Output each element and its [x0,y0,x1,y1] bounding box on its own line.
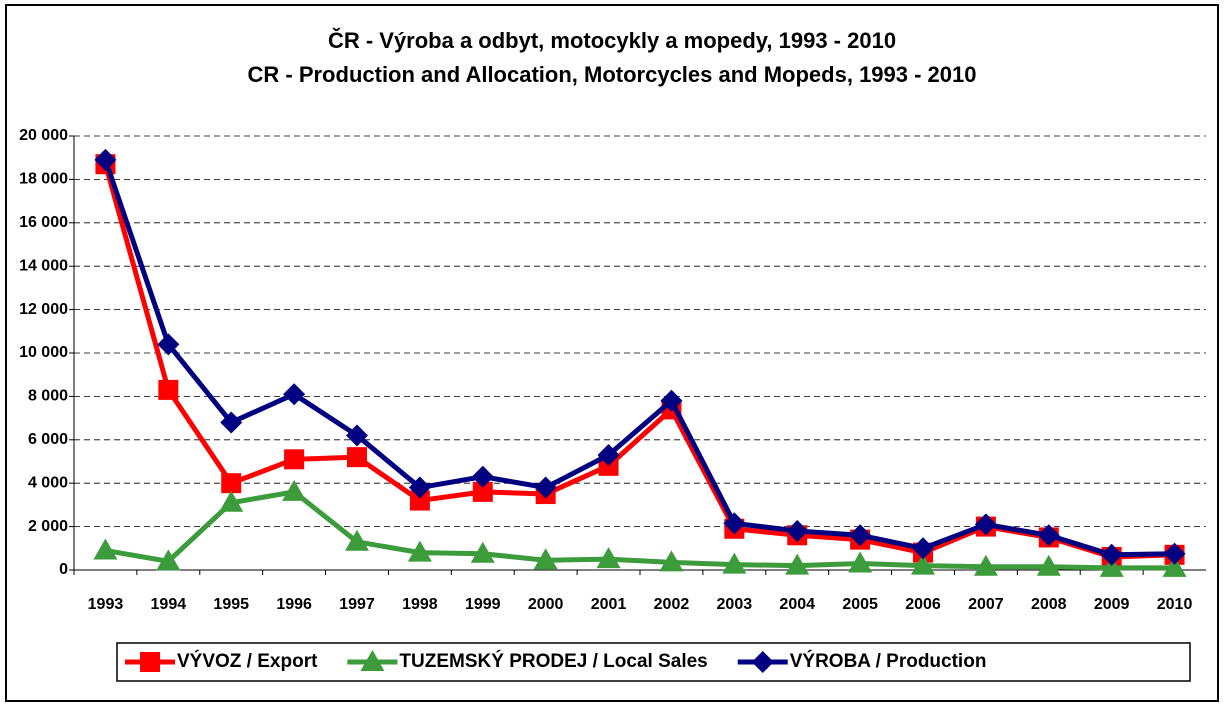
data-point [973,554,998,576]
data-point [786,519,809,542]
series-line [103,159,1175,558]
x-tick-label: 2006 [905,596,941,613]
data-point [94,148,117,171]
x-tick-label: 2003 [717,596,753,613]
data-point [534,476,557,499]
data-point [407,540,432,562]
x-tick-label: 1999 [465,596,501,613]
x-tick-label: 1996 [276,596,312,613]
data-point [597,443,620,466]
legend-label: TUZEMSKÝ PRODEJ / Local Sales [399,650,707,672]
chart-title: ČR - Výroba a odbyt, motocykly a mopedy,… [328,28,896,53]
data-point [1100,543,1123,566]
data-point [221,473,242,494]
y-tick-label: 6 000 [28,431,68,448]
y-tick-label: 2 000 [28,518,68,535]
x-tick-label: 2005 [842,596,878,613]
data-point [1163,542,1186,565]
data-point [722,552,747,574]
legend-label: VÝROBA / Production [790,650,987,672]
data-point [408,476,431,499]
data-point [283,383,306,406]
y-tick-label: 10 000 [19,344,68,361]
x-tick-label: 2004 [779,596,815,613]
x-tick-label: 2009 [1094,596,1130,613]
data-point [345,529,369,551]
data-point [346,424,368,447]
x-tick-label: 1993 [88,596,124,613]
legend-marker [140,652,160,672]
data-point [471,465,494,488]
data-point [470,541,495,563]
data-point [347,447,367,468]
data-point [660,389,683,412]
data-point [911,553,935,575]
y-tick-label: 16 000 [19,214,68,231]
x-tick-label: 2008 [1031,596,1067,613]
data-point [282,479,307,501]
data-point [93,538,118,560]
data-point [156,549,181,571]
data-point [220,411,243,434]
chart-title: CR - Production and Allocation, Motorcyc… [248,62,977,87]
data-point [472,481,493,502]
y-tick-label: 0 [59,561,68,578]
data-point [848,551,873,573]
x-tick-label: 2010 [1157,596,1193,613]
data-point [912,537,934,560]
series-line [105,489,1175,571]
x-tick-label: 1995 [213,596,249,613]
data-point [284,449,305,470]
data-point [596,547,621,569]
data-point [409,490,430,511]
x-tick-label: 2002 [654,596,690,613]
legend-marker [751,651,774,673]
x-tick-label: 2007 [968,596,1004,613]
data-point [1036,554,1061,576]
legend: VÝVOZ / Export TUZEMSKÝ PRODEJ / Local Sa… [116,642,1191,682]
data-point [1037,524,1060,547]
y-tick-label: 8 000 [28,388,68,405]
y-tick-label: 4 000 [28,474,68,491]
data-point [219,490,244,512]
x-tick-label: 2000 [528,596,564,613]
data-point [849,524,872,547]
data-point [659,550,684,572]
y-tick-label: 18 000 [19,171,68,188]
x-tick-label: 1997 [339,596,375,613]
legend-box [116,642,1191,682]
data-point [157,333,180,356]
data-point [785,553,810,575]
legend-marker [360,650,385,671]
x-tick-label: 2001 [591,596,627,613]
data-point [533,548,558,570]
y-tick-label: 12 000 [19,301,68,318]
y-tick-label: 20 000 [19,127,68,144]
legend-label: VÝVOZ / Export [177,650,318,672]
data-point [1162,555,1187,577]
data-point [723,512,746,535]
x-tick-label: 1998 [402,596,438,613]
data-point [1099,555,1124,577]
data-point [158,379,179,400]
data-point [974,513,997,536]
x-tick-label: 1994 [151,596,187,613]
y-tick-label: 14 000 [19,257,68,274]
